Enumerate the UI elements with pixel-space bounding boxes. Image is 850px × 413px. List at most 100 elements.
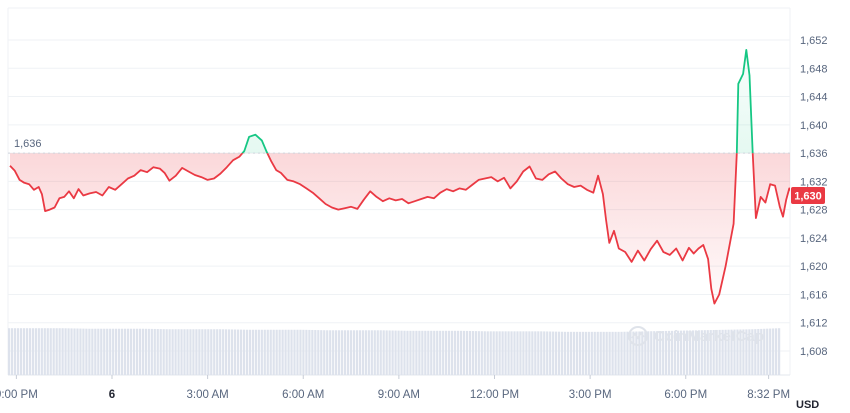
- volume-bar: [272, 329, 275, 375]
- x-tick-label: 9:00 AM: [378, 389, 420, 401]
- volume-bar: [367, 330, 370, 375]
- volume-bar: [679, 330, 683, 375]
- volume-bar: [546, 331, 549, 375]
- volume-bar: [305, 329, 308, 375]
- volume-bar: [659, 331, 662, 375]
- volume-bar: [311, 329, 314, 375]
- y-axis: 1,652 1,648 1,644 1,640 1,636 1,632 1,628 1,624…: [800, 35, 828, 358]
- volume-bar: [504, 331, 507, 375]
- volume-bar: [442, 330, 445, 375]
- volume-bar: [332, 330, 335, 375]
- volume-bar: [558, 331, 561, 375]
- volume-bar: [40, 328, 43, 375]
- volume-bar: [239, 329, 243, 375]
- volume-bar: [46, 328, 49, 375]
- volume-bar: [775, 328, 778, 375]
- volume-bar: [284, 329, 287, 375]
- volume-bar: [361, 330, 364, 375]
- volume-bar: [471, 331, 474, 375]
- volume-bar: [721, 329, 724, 375]
- volume-bar: [602, 331, 605, 375]
- volume-bar: [477, 331, 480, 375]
- volume-bar: [278, 329, 281, 375]
- volume-bar: [228, 329, 231, 375]
- volume-bar: [397, 330, 400, 375]
- volume-bar: [55, 328, 58, 375]
- volume-bar: [379, 330, 382, 375]
- volume-bar: [736, 329, 739, 375]
- x-tick-label: 8:32 PM: [747, 389, 790, 401]
- volume-bar: [537, 331, 540, 375]
- volume-bar: [465, 330, 469, 375]
- volume-bar: [596, 331, 599, 375]
- volume-bar: [31, 328, 34, 375]
- volume-bar: [260, 329, 263, 375]
- volume-bar: [233, 329, 237, 375]
- volume-bar: [421, 330, 424, 375]
- volume-bar: [120, 328, 124, 375]
- volume-bar: [525, 331, 528, 375]
- volume-bar: [376, 330, 379, 375]
- volume-bar: [85, 328, 88, 375]
- volume-bar: [28, 328, 32, 375]
- volume-bar: [531, 331, 534, 375]
- volume-bar: [587, 331, 590, 375]
- volume-bar: [501, 331, 504, 375]
- x-axis: 9:00 PM 6 3:00 AM 6:00 AM 9:00 AM 12:00 PM 3:0…: [0, 375, 790, 401]
- volume-bar: [668, 330, 671, 375]
- y-tick-label: 1,636: [800, 148, 828, 160]
- volume-bar: [162, 329, 165, 375]
- volume-bar: [620, 331, 623, 375]
- volume-bar: [70, 328, 73, 375]
- volume-bar: [563, 331, 567, 375]
- volume-bar: [317, 330, 320, 375]
- volume-bar: [760, 328, 763, 375]
- volume-bar: [129, 328, 133, 375]
- volume-bar: [581, 331, 584, 375]
- volume-bar: [394, 330, 397, 375]
- volume-bar: [329, 330, 332, 375]
- volume-bar: [718, 329, 721, 375]
- price-fill: [10, 49, 790, 304]
- x-tick-label: 3:00 PM: [569, 389, 612, 401]
- volume-area: [8, 328, 781, 375]
- volume-bar: [147, 328, 150, 375]
- volume-bar: [415, 330, 418, 375]
- volume-bar: [171, 329, 174, 375]
- volume-bar: [364, 330, 367, 375]
- coinmarketcap-logo-wave: [631, 331, 645, 340]
- y-tick-label: 1,620: [800, 261, 828, 273]
- volume-bar: [528, 331, 531, 375]
- volume-bar: [569, 331, 573, 375]
- volume-bar: [742, 329, 745, 375]
- volume-bar: [10, 328, 14, 375]
- volume-bar: [115, 328, 118, 375]
- volume-bar: [540, 331, 543, 375]
- volume-bar: [605, 331, 608, 375]
- volume-bar: [700, 330, 703, 375]
- price-line-down: [9, 153, 790, 305]
- volume-bar: [391, 330, 394, 375]
- y-tick-label: 1,648: [800, 63, 828, 75]
- volume-bar: [706, 330, 709, 375]
- volume-bar: [43, 328, 46, 375]
- volume-bar: [566, 331, 570, 375]
- volume-bar: [293, 329, 296, 375]
- volume-bar: [739, 329, 742, 375]
- volume-bar: [448, 330, 451, 375]
- price-line: [9, 49, 790, 305]
- volume-bar: [314, 330, 317, 375]
- volume-bar: [13, 328, 17, 375]
- current-price-marker: 1,630: [791, 187, 825, 204]
- volume-bar: [427, 330, 430, 375]
- volume-bar: [510, 331, 513, 375]
- volume-bar: [549, 331, 552, 375]
- x-tick-label: 6: [109, 389, 115, 401]
- volume-bar: [685, 330, 689, 375]
- volume-bar: [16, 328, 20, 375]
- volume-bar: [673, 330, 677, 375]
- volume-bar: [189, 329, 192, 375]
- volume-bar: [751, 329, 754, 375]
- volume-bar: [230, 329, 234, 375]
- volume-bar: [287, 329, 290, 375]
